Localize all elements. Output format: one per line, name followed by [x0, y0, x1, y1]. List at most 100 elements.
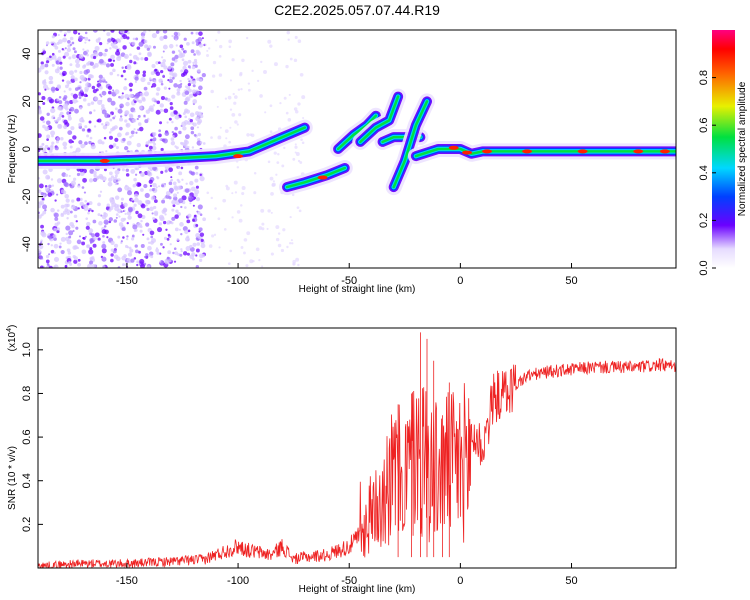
noise-speckle [108, 217, 113, 222]
noise-speckle [66, 80, 70, 85]
noise-speckle [105, 150, 108, 153]
noise-speckle [134, 197, 139, 203]
noise-speckle [170, 141, 176, 146]
noise-speckle [109, 71, 114, 76]
noise-speckle [179, 79, 182, 83]
noise-speckle [92, 170, 97, 175]
noise-speckle [88, 228, 94, 234]
noise-speckle [81, 186, 85, 189]
noise-speckle [131, 134, 134, 137]
noise-speckle [50, 41, 53, 45]
noise-speckle [87, 77, 91, 81]
noise-speckle [66, 239, 72, 245]
noise-speckle [58, 106, 64, 111]
noise-speckle [136, 263, 139, 267]
noise-speckle [219, 126, 222, 129]
noise-speckle [38, 211, 41, 215]
noise-speckle [162, 246, 165, 249]
snr-x-ticks: -150 -100 -50 0 50 [116, 563, 578, 587]
noise-speckle [297, 159, 301, 163]
noise-speckle [114, 169, 120, 175]
noise-speckle [180, 166, 184, 170]
noise-speckle [88, 39, 91, 42]
noise-speckle [302, 117, 305, 120]
noise-speckle [73, 214, 78, 219]
noise-speckle [294, 35, 298, 39]
noise-speckle [177, 166, 181, 169]
noise-speckle [159, 103, 164, 108]
noise-speckle [191, 41, 195, 45]
noise-speckle [74, 108, 79, 114]
hot-spot [577, 149, 588, 154]
noise-speckle [199, 141, 203, 144]
noise-speckle [67, 114, 72, 118]
noise-speckle [267, 39, 272, 44]
noise-speckle [194, 197, 197, 200]
noise-speckle [54, 199, 57, 202]
noise-speckle [107, 58, 112, 63]
noise-speckle [161, 56, 164, 59]
noise-speckle [97, 118, 102, 123]
noise-speckle [170, 176, 173, 179]
noise-speckle [38, 133, 42, 138]
noise-speckle [175, 44, 178, 47]
noise-speckle [184, 90, 190, 96]
noise-speckle [178, 228, 181, 231]
noise-speckle [249, 259, 254, 264]
noise-speckle [239, 71, 243, 76]
noise-speckle [200, 243, 206, 249]
noise-speckle [61, 115, 65, 118]
noise-speckle [198, 31, 203, 36]
noise-speckle [64, 193, 69, 199]
noise-speckle [39, 200, 45, 206]
noise-speckle [164, 131, 170, 136]
noise-speckle [259, 94, 263, 98]
noise-speckle [172, 72, 178, 78]
noise-speckle [194, 178, 199, 183]
noise-speckle [137, 128, 140, 132]
y-tick-label: 1.0 [21, 342, 33, 357]
noise-speckle [131, 234, 135, 238]
noise-speckle [63, 146, 67, 150]
noise-speckle [45, 41, 50, 45]
noise-speckle [155, 186, 158, 189]
noise-speckle [101, 109, 107, 115]
noise-speckle [58, 96, 62, 99]
noise-speckle [87, 211, 90, 215]
noise-speckle [275, 237, 280, 242]
noise-speckle [110, 248, 115, 252]
noise-speckle [195, 185, 199, 189]
noise-speckle [108, 135, 113, 140]
noise-speckle [131, 41, 136, 46]
noise-speckle [81, 128, 86, 132]
noise-speckle [140, 243, 145, 248]
x-tick-label: 0 [457, 575, 463, 587]
noise-speckle [106, 203, 110, 207]
noise-speckle [77, 86, 81, 90]
noise-speckle [63, 119, 68, 125]
noise-speckle [124, 185, 130, 191]
noise-speckle [159, 252, 162, 255]
noise-speckle [169, 76, 173, 80]
noise-speckle [84, 31, 88, 35]
noise-speckle [136, 117, 139, 121]
noise-speckle [136, 57, 140, 61]
noise-speckle [66, 30, 71, 34]
noise-speckle [114, 195, 120, 200]
noise-speckle [140, 57, 144, 61]
noise-speckle [53, 243, 59, 249]
noise-speckle [110, 30, 115, 33]
noise-speckle [73, 30, 78, 35]
noise-speckle [70, 92, 74, 96]
noise-speckle [38, 214, 42, 219]
noise-speckle [276, 161, 280, 165]
noise-speckle [236, 166, 240, 169]
noise-speckle [173, 260, 177, 263]
noise-speckle [171, 130, 174, 134]
noise-speckle [112, 68, 116, 73]
noise-speckle [124, 212, 127, 216]
noise-speckle [164, 213, 167, 216]
noise-speckle [269, 176, 274, 181]
noise-speckle [95, 38, 101, 43]
noise-speckle [68, 87, 72, 91]
